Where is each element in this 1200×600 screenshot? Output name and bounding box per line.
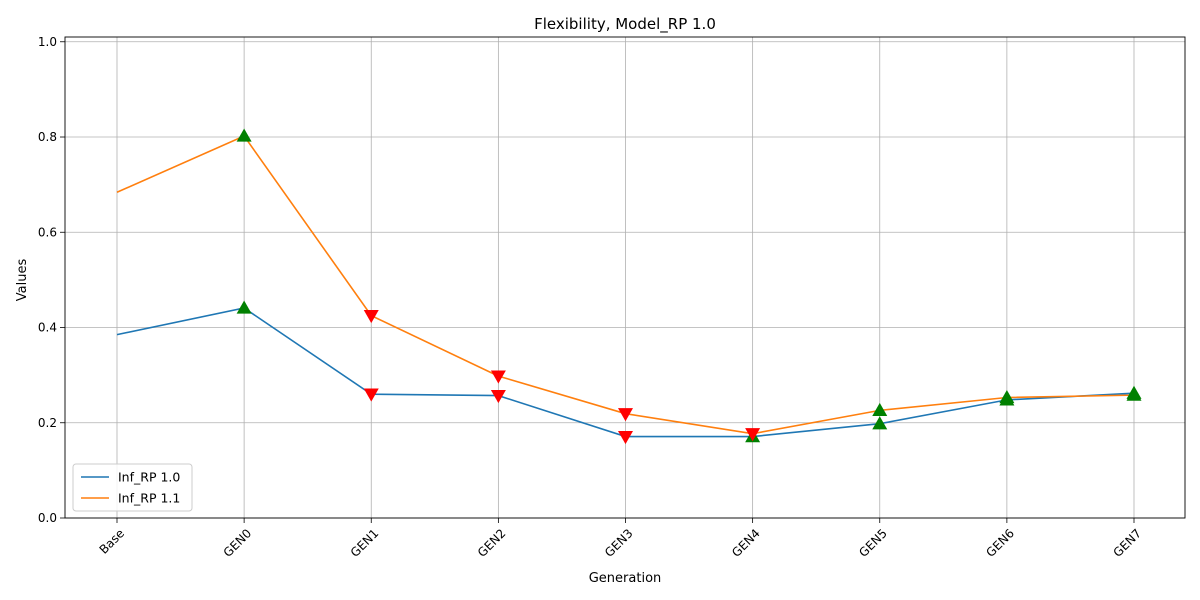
marker-down: [618, 430, 633, 445]
y-tick-label: 0.8: [38, 130, 57, 144]
y-tick-label: 0.6: [38, 225, 57, 239]
marker-down: [363, 388, 379, 402]
marker-up: [872, 416, 888, 430]
x-axis-label: Generation: [589, 571, 662, 586]
legend: Inf_RP 1.0 Inf_RP 1.1: [72, 463, 193, 512]
marker-down: [363, 309, 379, 324]
marker-up: [236, 300, 252, 314]
axes: [60, 36, 1186, 523]
x-tick-label: GEN5: [856, 526, 890, 560]
x-tick-label: GEN2: [475, 526, 509, 560]
marker-up: [872, 402, 888, 416]
x-tick-label: Base: [97, 526, 128, 557]
grid: [65, 37, 1185, 519]
x-tick-label: GEN6: [983, 526, 1017, 560]
x-tick-label: GEN7: [1111, 526, 1145, 560]
marker-down: [745, 428, 761, 442]
legend-entry-1: Inf_RP 1.1: [118, 491, 180, 506]
chart-title: Flexibility, Model_RP 1.0: [534, 15, 716, 34]
tick-labels: Base GEN0 GEN1 GEN2 GEN3 GEN4 GEN5 GEN6 GEN7 0.0 0…: [38, 35, 1144, 560]
legend-entry-0: Inf_RP 1.0: [118, 470, 180, 485]
marker-down: [618, 408, 633, 422]
marker-up: [999, 390, 1015, 404]
marker-down: [490, 389, 506, 404]
y-tick-label: 0.4: [38, 321, 57, 335]
y-axis-label: Values: [15, 259, 30, 302]
x-tick-label: GEN3: [602, 526, 636, 560]
marker-up: [236, 128, 252, 142]
legend-box: [72, 463, 193, 512]
y-tick-label: 0.2: [38, 416, 57, 430]
y-tick-label: 1.0: [38, 35, 57, 49]
marker-up: [1126, 387, 1142, 401]
x-tick-label: GEN4: [729, 526, 763, 560]
plot-frame: [64, 36, 1186, 519]
series-markers: [236, 128, 1142, 445]
x-tick-label: GEN1: [348, 526, 382, 560]
y-tick-label: 0.0: [38, 511, 57, 525]
x-tick-label: GEN0: [221, 526, 255, 560]
marker-down: [490, 370, 506, 384]
